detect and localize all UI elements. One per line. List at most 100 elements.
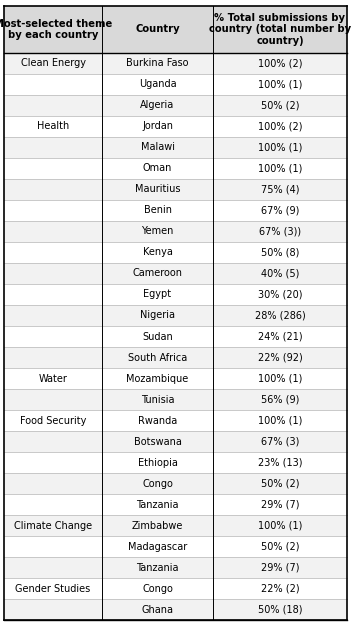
Bar	[213, 578, 347, 600]
Bar	[4, 494, 102, 516]
Text: Zimbabwe: Zimbabwe	[132, 521, 183, 531]
Bar	[213, 158, 347, 179]
Bar	[4, 578, 102, 600]
Text: Uganda: Uganda	[139, 79, 176, 89]
Bar	[102, 116, 213, 137]
Text: 100% (2): 100% (2)	[258, 58, 302, 68]
Bar	[102, 200, 213, 221]
Bar	[213, 326, 347, 347]
Bar	[102, 284, 213, 305]
Text: Rwanda: Rwanda	[138, 416, 177, 426]
Bar	[213, 536, 347, 558]
Bar	[213, 558, 347, 578]
Text: Malawi: Malawi	[140, 142, 174, 152]
Bar	[4, 431, 102, 452]
Text: 28% (286): 28% (286)	[254, 310, 305, 320]
Text: 100% (1): 100% (1)	[258, 79, 302, 89]
Text: 100% (1): 100% (1)	[258, 163, 302, 173]
Text: Climate Change: Climate Change	[14, 521, 92, 531]
Bar	[213, 347, 347, 368]
Text: Mozambique: Mozambique	[126, 374, 188, 384]
Bar	[102, 73, 213, 95]
Text: Burkina Faso: Burkina Faso	[126, 58, 189, 68]
Text: Congo: Congo	[142, 584, 173, 594]
Bar	[213, 200, 347, 221]
Bar	[213, 116, 347, 137]
Text: 100% (1): 100% (1)	[258, 521, 302, 531]
Text: 50% (2): 50% (2)	[261, 542, 299, 552]
Bar	[4, 410, 102, 431]
Bar	[213, 263, 347, 284]
Bar	[4, 452, 102, 474]
Text: 100% (1): 100% (1)	[258, 416, 302, 426]
Text: 50% (2): 50% (2)	[261, 100, 299, 110]
Text: 30% (20): 30% (20)	[258, 290, 302, 300]
Bar	[102, 158, 213, 179]
Bar	[4, 179, 102, 200]
Text: Yemen: Yemen	[141, 226, 174, 236]
Text: Country: Country	[135, 24, 180, 35]
Bar	[102, 263, 213, 284]
Bar	[213, 516, 347, 536]
Bar	[4, 73, 102, 95]
Bar	[102, 242, 213, 263]
Bar	[213, 73, 347, 95]
Bar	[4, 347, 102, 368]
Bar	[213, 368, 347, 389]
Bar	[102, 494, 213, 516]
Bar	[4, 558, 102, 578]
Bar	[102, 516, 213, 536]
Bar	[102, 452, 213, 474]
Bar	[4, 200, 102, 221]
Bar	[102, 558, 213, 578]
Bar	[4, 536, 102, 558]
Text: Ethiopia: Ethiopia	[138, 458, 178, 468]
Bar	[213, 389, 347, 410]
Text: Cameroon: Cameroon	[133, 268, 183, 278]
Bar	[102, 431, 213, 452]
Bar	[4, 6, 102, 53]
Bar	[4, 600, 102, 620]
Text: Botswana: Botswana	[134, 436, 181, 447]
Text: Egypt: Egypt	[144, 290, 172, 300]
Text: Health: Health	[37, 121, 69, 131]
Bar	[213, 431, 347, 452]
Bar	[213, 494, 347, 516]
Bar	[4, 221, 102, 242]
Text: 100% (1): 100% (1)	[258, 142, 302, 152]
Text: Jordan: Jordan	[142, 121, 173, 131]
Bar	[102, 368, 213, 389]
Bar	[4, 158, 102, 179]
Bar	[4, 263, 102, 284]
Bar	[4, 95, 102, 116]
Bar	[4, 474, 102, 494]
Text: 56% (9): 56% (9)	[261, 394, 299, 404]
Text: 50% (18): 50% (18)	[258, 605, 302, 615]
Text: Kenya: Kenya	[143, 247, 172, 257]
Bar	[213, 53, 347, 73]
Bar	[102, 221, 213, 242]
Text: Benin: Benin	[144, 205, 172, 215]
Bar	[102, 578, 213, 600]
Text: Clean Energy: Clean Energy	[20, 58, 86, 68]
Text: 50% (8): 50% (8)	[261, 247, 299, 257]
Text: Water: Water	[39, 374, 67, 384]
Bar	[102, 474, 213, 494]
Bar	[213, 242, 347, 263]
Bar	[4, 516, 102, 536]
Bar	[4, 305, 102, 326]
Text: Madagascar: Madagascar	[128, 542, 187, 552]
Bar	[102, 347, 213, 368]
Bar	[102, 600, 213, 620]
Text: 75% (4): 75% (4)	[261, 184, 299, 194]
Bar	[102, 6, 213, 53]
Text: Nigeria: Nigeria	[140, 310, 175, 320]
Bar	[102, 410, 213, 431]
Text: Tanzania: Tanzania	[136, 500, 179, 510]
Text: 100% (2): 100% (2)	[258, 121, 302, 131]
Text: 24% (21): 24% (21)	[258, 332, 302, 342]
Bar	[4, 368, 102, 389]
Bar	[213, 600, 347, 620]
Text: Food Security: Food Security	[20, 416, 86, 426]
Bar	[102, 389, 213, 410]
